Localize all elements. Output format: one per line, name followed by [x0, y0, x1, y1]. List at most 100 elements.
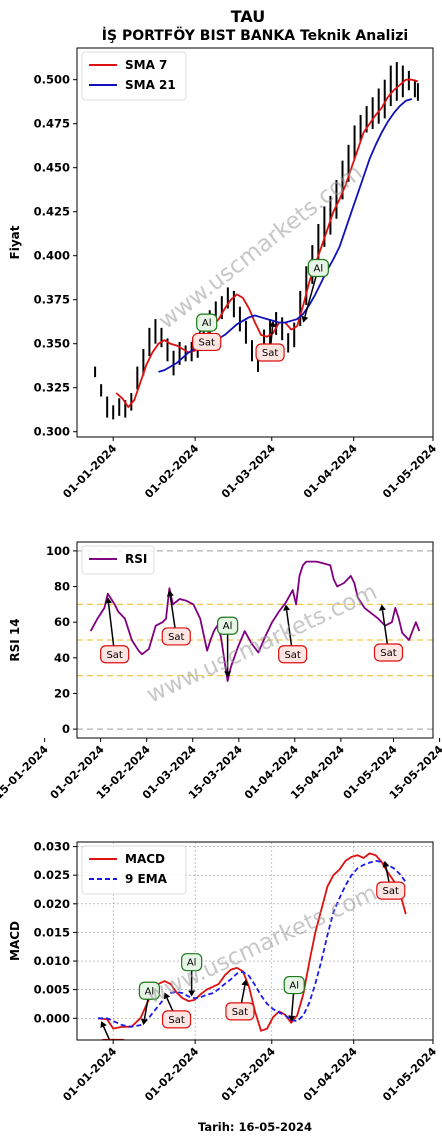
signal-arrow-head	[382, 860, 390, 868]
signal-arrow-head	[379, 604, 386, 611]
signal-arrow	[381, 610, 389, 645]
sell-signal-box	[192, 332, 222, 352]
buy-signal-box	[283, 975, 305, 995]
signal-arrow-head	[288, 1015, 296, 1022]
signal-arrow-head	[269, 320, 277, 328]
y-tick-label: 0.030	[34, 840, 70, 854]
legend-label: RSI	[125, 552, 147, 566]
buy-signal-label: Al	[223, 621, 233, 632]
x-tick-label: 01-05-2024	[380, 442, 439, 501]
watermark-text: www.uscmarkets.com	[143, 880, 381, 1010]
buy-signal-box	[196, 313, 218, 332]
signal-arrow-head	[100, 1021, 107, 1029]
signal-arrow	[169, 595, 176, 629]
x-tick-label: 01-03-2024	[219, 442, 278, 501]
sell-signal-label: Sat	[262, 348, 278, 359]
y-tick-label: 0.005	[34, 983, 70, 997]
y-tick-label: 0.500	[34, 73, 70, 87]
signal-arrow-head	[224, 671, 232, 678]
sell-signal-box	[161, 627, 191, 646]
y-axis-label: RSI 14	[8, 618, 22, 661]
y-tick-label: 0.010	[34, 954, 70, 968]
legend-label: MACD	[125, 852, 165, 866]
sell-signal-label: Sat	[232, 1007, 248, 1018]
y-axis-label: Fiyat	[8, 225, 22, 259]
signal-arrow-head	[105, 597, 112, 604]
macd-panel: SatAlSatAlSatAlSat0.0000.0050.0100.0150.…	[8, 840, 439, 1104]
x-tick-label: 01-02-2024	[142, 442, 201, 501]
signal-arrow	[107, 603, 115, 646]
y-tick-label: 60	[54, 615, 70, 629]
y-tick-label: 0.025	[34, 868, 70, 882]
y-tick-label: 40	[54, 651, 70, 665]
buy-signal-label: Al	[289, 981, 299, 992]
buy-signal-box	[217, 616, 239, 635]
buy-signal-label: Al	[202, 318, 212, 329]
signal-arrow	[240, 985, 246, 1004]
legend: SMA 7 SMA 21	[81, 51, 187, 101]
axes-frame	[76, 841, 434, 1041]
signal-arrow-head	[188, 990, 196, 997]
y-axis-label: MACD	[8, 921, 22, 961]
y-tick-label: 0.000	[34, 1011, 70, 1025]
y-tick-label: 0.350	[34, 337, 70, 351]
y-tick-label: 0	[62, 722, 70, 736]
watermark-text: www.uscmarkets.com	[154, 160, 368, 335]
y-tick-label: 0.325	[34, 381, 70, 395]
signal-arrow	[166, 997, 174, 1012]
y-tick-label: 0.375	[34, 293, 70, 307]
plot-area: Al Sat Sat Al	[94, 62, 419, 420]
series-line-macd	[97, 852, 407, 1032]
y-tick-label: 20	[54, 686, 70, 700]
x-tick-label: 01-04-2024	[301, 442, 360, 501]
y-tick-label: 0.015	[34, 925, 70, 939]
axes-frame	[76, 541, 434, 739]
sell-signal-label: Sat	[106, 650, 122, 661]
y-tick-label: 0.475	[34, 117, 70, 131]
signal-arrow	[290, 993, 295, 1016]
buy-signal-label: Al	[145, 986, 155, 997]
signal-arrow	[385, 866, 390, 883]
y-tick-label: 100	[46, 544, 70, 558]
x-tick-label: 01-02-2024	[142, 1045, 201, 1104]
sell-signal-label: Sat	[284, 650, 300, 661]
buy-signal-box	[307, 258, 329, 278]
x-tick-label: 01-03-2024	[219, 1045, 278, 1104]
sell-signal-box	[255, 343, 285, 362]
sell-signal-box	[373, 643, 404, 662]
signal-arrow	[102, 1026, 111, 1040]
price-panel: Al Sat Sat Al 0.300 0.325 0.350 0.375 0.400 0.425…	[8, 47, 439, 501]
sell-signal-label: Sat	[199, 337, 215, 348]
y-tick-label: 80	[54, 580, 70, 594]
sell-signal-label: Sat	[168, 632, 184, 643]
legend-label: SMA 7	[125, 58, 167, 72]
buy-signal-box	[181, 953, 203, 972]
sell-signal-box	[376, 881, 406, 900]
x-tick-label: 15-01-2024	[0, 743, 51, 802]
legend-label: 9 EMA	[125, 872, 168, 886]
buy-signal-label: Al	[314, 264, 324, 275]
sell-signal-box	[100, 645, 130, 664]
y-tick-label: 0.425	[34, 205, 70, 219]
signal-arrow	[304, 276, 317, 318]
x-tick-label: 01-01-2024	[60, 1045, 119, 1104]
date-label: Tarih: 16-05-2024	[198, 1120, 312, 1134]
chart-title: TAU	[231, 7, 266, 26]
y-tick-label: 0.400	[34, 249, 70, 263]
y-tick-label: 0.300	[34, 425, 70, 439]
series-line-rsi	[89, 560, 421, 682]
chart-subtitle: İŞ PORTFÖY BIST BANKA Teknik Analizi	[102, 26, 408, 44]
buy-signal-label: Al	[187, 958, 197, 969]
sell-signal-box	[161, 1010, 192, 1029]
signal-arrow	[143, 999, 149, 1020]
legend: RSI	[81, 545, 155, 575]
buy-signal-box	[138, 981, 161, 1000]
sell-signal-label: Sat	[383, 886, 399, 897]
signal-arrow	[270, 326, 274, 345]
sell-signal-box	[278, 645, 308, 664]
plot-area: Sat Sat Al Sat Sat	[77, 550, 433, 730]
